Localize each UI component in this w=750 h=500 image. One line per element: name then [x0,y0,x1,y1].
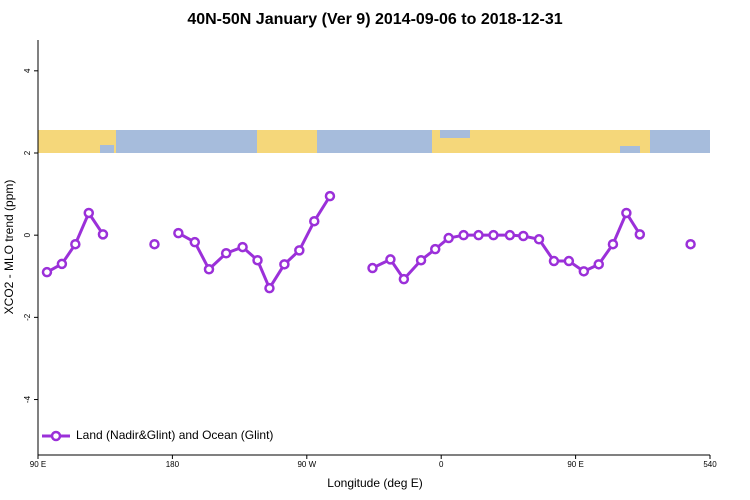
data-point [220,248,232,259]
data-point [607,238,619,250]
y-tick-label: 2 [23,150,32,155]
map-strip [38,130,710,153]
x-tick-label: 90 E [567,460,583,469]
data-point [621,207,632,219]
y-tick-label: 4 [23,68,32,73]
data-point [279,259,290,270]
y-tick-label: -2 [23,313,32,321]
x-axis-label: Longitude (deg E) [327,476,422,490]
data-point [189,236,201,248]
y-tick-label: -4 [23,395,32,403]
data-point [237,241,248,253]
data-point [149,238,160,250]
data-point [458,229,469,241]
y-tick-label: 0 [23,232,32,237]
data-point [83,207,95,219]
data-point [97,229,109,240]
series-line [177,195,332,290]
data-point [578,266,590,277]
x-tick-label: 0 [439,460,444,469]
data-point [593,259,604,270]
data-point [367,262,378,274]
x-tick-label: 180 [166,460,180,469]
data-point [173,227,184,239]
data-point [488,229,499,241]
data-point [70,238,81,250]
data-point [415,254,427,266]
data-point [398,273,410,285]
data-point [385,254,396,265]
data-point [533,234,545,245]
data-point [324,190,336,202]
legend-label: Land (Nadir&Glint) and Ocean (Glint) [76,428,273,442]
chart-title: 40N-50N January (Ver 9) 2014-09-06 to 20… [187,11,562,28]
legend-marker [50,430,62,442]
data-point [634,229,646,240]
data-point [443,232,454,244]
data-point [294,245,305,256]
y-axis-label: XCO2 - MLO trend (ppm) [2,180,16,315]
data-point [473,229,484,241]
data-point [252,254,263,266]
data-point [504,229,516,241]
x-tick-label: 90 E [30,460,46,469]
x-tick-label: 540 [703,460,717,469]
data-point [518,230,529,242]
x-tick-label: 90 W [297,460,316,469]
data-point [563,255,575,267]
data-point [56,258,68,270]
data-point [309,215,320,227]
data-point [548,255,560,267]
data-point [203,264,215,275]
data-point [41,266,53,278]
data-point [264,282,275,294]
data-point [685,238,696,250]
data-point [429,243,441,255]
